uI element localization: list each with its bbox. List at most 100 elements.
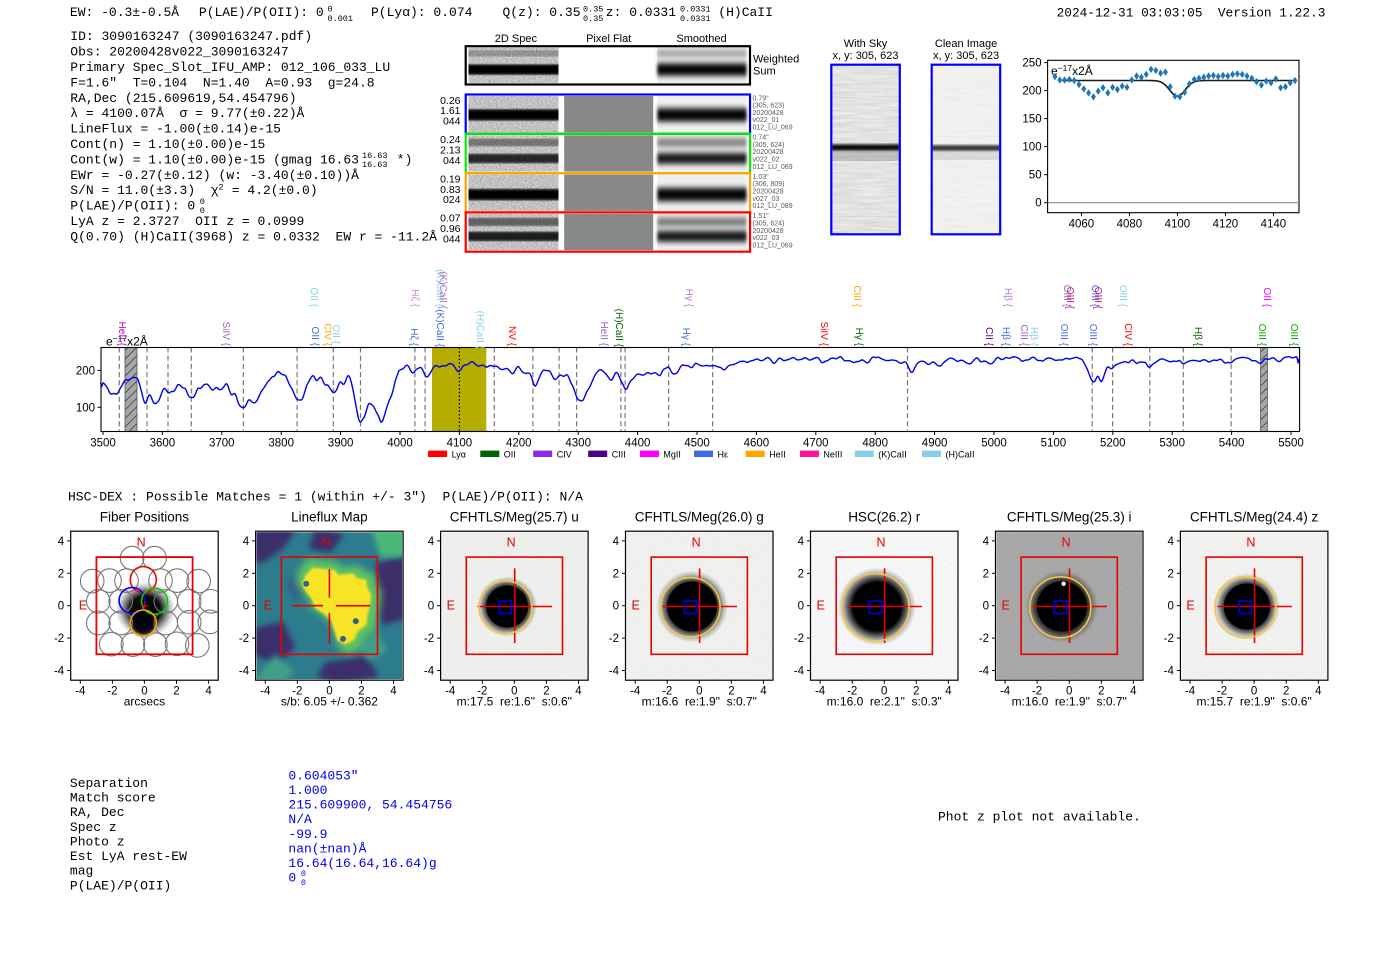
svg-text:N/A: N/A [288,812,312,827]
svg-text:m:17.5 re:1.6" s:0.6": m:17.5 re:1.6" s:0.6" [457,695,572,709]
svg-text:0.0331: 0.0331 [680,5,711,15]
svg-text:0.96: 0.96 [440,223,461,235]
svg-text:x, y: 305, 623: x, y: 305, 623 [832,50,898,62]
svg-text:250: 250 [1022,58,1041,70]
svg-text:Photo z: Photo z [70,834,125,849]
svg-text:CIV: CIV [557,450,572,460]
svg-text:5100: 5100 [1041,438,1067,450]
svg-text:2: 2 [1098,686,1104,698]
svg-text:OIII {: OIII { [1087,324,1098,347]
svg-text:5000: 5000 [981,438,1007,450]
svg-text:2: 2 [173,686,179,698]
svg-text:MgII: MgII [663,450,681,460]
svg-text:0: 0 [141,686,147,698]
svg-text:Q(z): 0.35: Q(z): 0.35 [503,5,581,20]
svg-text:OII {: OII { [309,327,320,347]
svg-text:4: 4 [1315,686,1322,698]
svg-text:4900: 4900 [922,438,948,450]
svg-text:CIII: CIII [612,450,626,460]
svg-text:150: 150 [1022,114,1041,126]
svg-text:Est LyA rest-EW: Est LyA rest-EW [70,849,187,864]
svg-text:Smoothed: Smoothed [676,33,726,45]
svg-text:Phot z plot not available.: Phot z plot not available. [938,810,1141,825]
svg-text:CII {: CII { [983,327,994,347]
svg-text:0: 0 [288,871,296,886]
svg-text:4: 4 [945,686,952,698]
svg-text:P(Lyα): 0.074: P(Lyα): 0.074 [371,5,473,20]
svg-text:-4: -4 [979,666,990,678]
svg-text:-2: -2 [1164,633,1174,645]
svg-text:2D Spec: 2D Spec [495,33,538,45]
svg-text:4: 4 [390,686,397,698]
svg-text:CIII {: CIII { [851,285,862,307]
svg-text:CFHTLS/Meg(25.3) i: CFHTLS/Meg(25.3) i [1007,510,1132,525]
svg-text:4100: 4100 [1165,219,1191,231]
svg-text:Hβ {: Hβ { [1192,327,1203,347]
svg-text:2: 2 [728,686,734,698]
svg-text:N: N [1061,536,1070,550]
svg-text:LineFlux = -1.00(±0.14)e-15: LineFlux = -1.00(±0.14)e-15 [70,122,281,137]
svg-text:4060: 4060 [1069,219,1095,231]
svg-text:-4: -4 [1185,686,1196,698]
svg-text:012_LU_069: 012_LU_069 [753,242,793,249]
svg-text:5500: 5500 [1278,438,1304,450]
svg-text:-4: -4 [75,686,86,698]
svg-text:Q(0.70) (H)CaII(3968) z = 0.03: Q(0.70) (H)CaII(3968) z = 0.0332 EW r = … [70,229,437,244]
svg-text:-4: -4 [794,666,805,678]
svg-text:m:16.6 re:1.9" s:0.7": m:16.6 re:1.9" s:0.7" [642,695,757,709]
svg-text:Hγ {: Hγ { [680,328,691,347]
svg-text:3900: 3900 [328,438,354,450]
svg-text:0: 0 [428,601,434,613]
svg-text:0.604053": 0.604053" [288,769,358,784]
svg-text:OII {: OII { [1261,288,1272,308]
svg-text:(305, 623): (305, 623) [753,103,785,110]
svg-text:RA, Dec: RA, Dec [70,805,125,820]
svg-text:E: E [79,599,87,613]
svg-text:Sum: Sum [753,66,776,78]
svg-text:0: 0 [798,601,804,613]
svg-text:2: 2 [798,568,804,580]
svg-text:4120: 4120 [1213,219,1239,231]
svg-text:16.63: 16.63 [362,151,388,161]
svg-text:Hβ {: Hβ { [1000,327,1011,347]
svg-text:E: E [1186,599,1194,613]
svg-text:-2: -2 [979,633,989,645]
svg-text:044: 044 [443,155,461,167]
svg-text:0.83: 0.83 [440,184,461,196]
svg-text:3700: 3700 [209,438,235,450]
svg-text:Spec z: Spec z [70,820,117,835]
svg-text:(K)CaII {: (K)CaII { [434,309,445,347]
svg-text:CFHTLS/Meg(26.0) g: CFHTLS/Meg(26.0) g [635,510,764,525]
svg-text:0.0331: 0.0331 [680,14,711,24]
svg-text:(H)CaII: (H)CaII [718,5,773,20]
svg-text:4: 4 [1130,686,1137,698]
svg-text:16.63: 16.63 [362,160,388,170]
svg-text:E: E [632,599,640,613]
svg-text:v022_01: v022_01 [753,117,780,124]
svg-text:Primary Spec_Slot_IFU_AMP: 012: Primary Spec_Slot_IFU_AMP: 012_106_033_L… [70,60,390,75]
svg-text:4600: 4600 [744,438,770,450]
svg-text:0: 0 [200,206,205,216]
svg-text:2: 2 [219,183,224,193]
svg-text:= 4.2(±0.0): = 4.2(±0.0) [224,183,318,198]
svg-text:012_LU_089: 012_LU_089 [753,203,793,210]
svg-text:-4: -4 [630,686,641,698]
svg-text:-4: -4 [54,666,65,678]
svg-text:-2: -2 [107,686,117,698]
svg-text:Clean Image: Clean Image [935,38,997,50]
svg-text:NV {: NV { [506,326,517,347]
svg-text:0: 0 [301,869,306,879]
svg-text:s/b: 6.05 +/- 0.362: s/b: 6.05 +/- 0.362 [281,695,378,709]
svg-text:-2: -2 [662,686,672,698]
svg-text:*): *) [389,152,412,167]
svg-text:4700: 4700 [803,438,829,450]
svg-text:5300: 5300 [1159,438,1185,450]
svg-text:4: 4 [760,686,767,698]
svg-text:P(LAE)/P(OII): P(LAE)/P(OII) [70,878,171,893]
svg-text:RA,Dec (215.609619,54.454796): RA,Dec (215.609619,54.454796) [70,91,296,106]
svg-text:CFHTLS/Meg(25.7) u: CFHTLS/Meg(25.7) u [450,510,579,525]
svg-text:m:15.7 re:1.9" s:0.6": m:15.7 re:1.9" s:0.6" [1196,695,1311,709]
svg-text:0.001: 0.001 [328,14,354,24]
svg-text:CFHTLS/Meg(24.4) z: CFHTLS/Meg(24.4) z [1190,510,1319,525]
svg-text:N: N [876,536,885,550]
